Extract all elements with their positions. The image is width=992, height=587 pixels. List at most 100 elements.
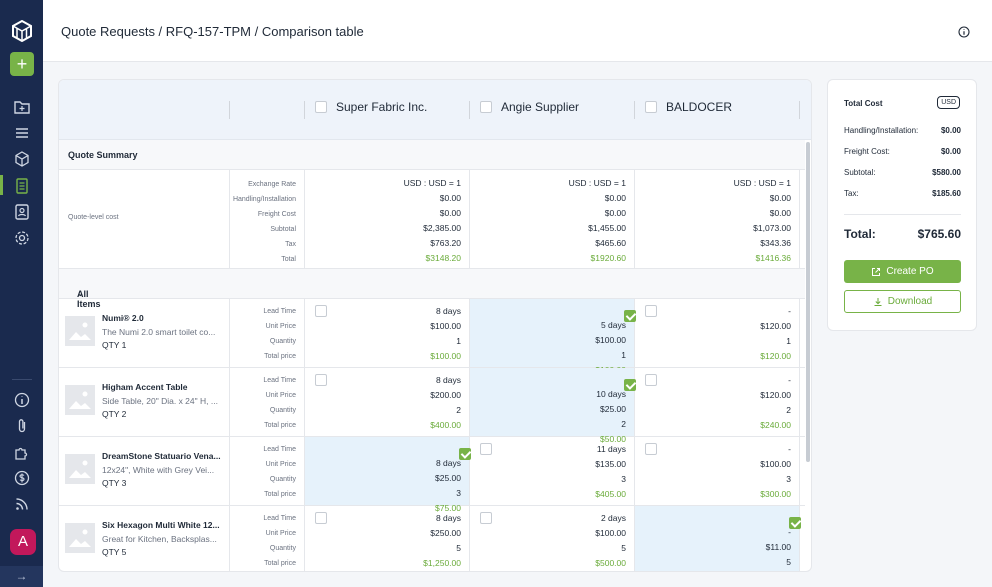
column-divider [229,101,230,119]
summary-row-tax: Tax: $185.60 [844,189,961,198]
handling-value: $0.00 [439,193,461,203]
select-quote-checkbox[interactable] [645,374,657,386]
list-icon[interactable] [13,124,31,142]
unit-price-value: $250.00 [430,528,461,538]
handling-label: Handling/Installation [232,196,296,203]
summary-value: $185.60 [932,189,961,198]
select-quote-checkbox[interactable] [480,443,492,455]
unit-price-value: $120.00 [760,321,791,331]
quote-summary-header: Quote Summary [59,140,805,170]
avatar[interactable]: A [10,529,36,555]
quantity-value: 5 [456,543,461,553]
info-icon[interactable] [13,391,31,409]
quantity-value: 5 [786,557,791,567]
summary-value: $580.00 [932,168,961,177]
line-label: Quantity [269,338,296,345]
summary-row-subtotal: Subtotal: $580.00 [844,168,961,177]
chevron-down-icon: ⌄ [77,289,84,298]
select-quote-checkbox[interactable] [315,512,327,524]
supplier-column-2[interactable]: BALDOCER [645,100,732,114]
cube-icon[interactable] [13,150,31,168]
select-quote-checkbox[interactable] [315,374,327,386]
item-info-cell: DreamStone Statuario Vena... 12x24", Whit… [59,437,230,505]
table-scrollbar[interactable] [806,142,810,462]
tax-value: $763.20 [430,238,461,248]
summary-value: $0.00 [940,126,961,135]
add-button[interactable]: + [10,52,34,76]
document-icon[interactable] [13,177,31,195]
puzzle-icon[interactable] [13,443,31,461]
supplier-checkbox[interactable] [315,101,327,113]
supplier-checkbox[interactable] [480,101,492,113]
folder-icon[interactable] [13,98,31,116]
unit-price-value: $100.00 [595,528,626,538]
total-price-value: $120.00 [760,351,791,361]
info-icon[interactable] [958,25,970,38]
quote-summary-row: Quote-level cost Exchange Rate Handling/… [59,170,805,269]
tax-label: Tax [285,241,296,248]
expand-sidebar-icon[interactable]: → [0,566,43,587]
item-name[interactable]: Six Hexagon Multi White 12... [102,520,220,530]
supplier-checkbox[interactable] [645,101,657,113]
item-info-cell: Higham Accent Table Side Table, 20" Dia. … [59,368,230,436]
quote-cell: - $100.00 3 $300.00 [635,437,800,505]
line-label: Total price [264,560,296,567]
total-price-value: $1,250.00 [423,558,461,568]
line-label: Total price [264,491,296,498]
lead-time-value: - [788,444,791,454]
select-quote-checkbox[interactable] [645,443,657,455]
lead-time-value: 10 days [596,389,626,399]
dollar-icon[interactable] [13,469,31,487]
supplier-name: BALDOCER [666,100,733,114]
breadcrumb[interactable]: Quote Requests / RFQ-157-TPM / Compariso… [61,24,364,39]
quote-cell: - $120.00 2 $240.00 [635,368,800,436]
item-labels: Lead Time Unit Price Quantity Total price [230,506,305,571]
handling-value: $0.00 [604,193,626,203]
total-label: Total [281,256,296,263]
item-name[interactable]: Higham Accent Table [102,382,188,392]
select-quote-checkbox[interactable] [789,517,801,529]
supplier-column-0[interactable]: Super Fabric Inc. [315,100,427,114]
sidebar-divider [12,379,32,380]
logo-icon[interactable] [11,19,33,43]
subtotal-value: $1,073.00 [753,223,791,233]
unit-price-value: $200.00 [430,390,461,400]
currency-badge: USD [937,96,960,109]
quantity-value: 2 [621,419,626,429]
exchange-rate-value: USD : USD = 1 [733,178,791,188]
item-name[interactable]: DreamStone Statuario Vena... [102,451,221,461]
select-quote-checkbox[interactable] [315,305,327,317]
paperclip-icon[interactable] [13,417,31,435]
all-items-dropdown[interactable]: All Items ⌄ [59,269,805,309]
contact-icon[interactable] [13,203,31,221]
create-po-label: Create PO [886,266,934,277]
select-quote-checkbox[interactable] [624,379,636,391]
summary-divider [844,214,961,215]
table-row: Higham Accent Table Side Table, 20" Dia. … [59,368,805,444]
select-quote-checkbox[interactable] [645,305,657,317]
item-name[interactable]: Numi® 2.0 [102,313,144,323]
item-labels: Lead Time Unit Price Quantity Total price [230,368,305,436]
all-items-text: All Items [77,289,101,309]
unit-price-value: $25.00 [435,473,461,483]
quote-level-cost-label: Quote-level cost [68,214,119,221]
gear-icon[interactable] [13,229,31,247]
supplier-column-1[interactable]: Angie Supplier [480,100,579,114]
item-description: 12x24", White with Grey Vei... [102,465,215,475]
total-price-value: $55.00 [635,570,791,571]
select-quote-checkbox[interactable] [459,448,471,460]
summary-row-freight: Freight Cost: $0.00 [844,147,961,156]
table-row: Six Hexagon Multi White 12... Great for K… [59,506,805,571]
download-button[interactable]: Download [844,290,961,313]
lead-time-value: 11 days [596,444,626,454]
select-quote-checkbox[interactable] [624,310,636,322]
select-quote-checkbox[interactable] [480,512,492,524]
rss-icon[interactable] [13,495,31,513]
create-po-button[interactable]: Create PO [844,260,961,283]
quote-cell: 8 days $100.00 1 $100.00 [305,299,470,367]
quote-cell: 10 days $25.00 2 $50.00 [470,368,636,444]
unit-price-value: $100.00 [430,321,461,331]
summary-label: Subtotal: [844,168,876,177]
freight-value: $0.00 [439,208,461,218]
supplier-name: Super Fabric Inc. [336,100,428,114]
